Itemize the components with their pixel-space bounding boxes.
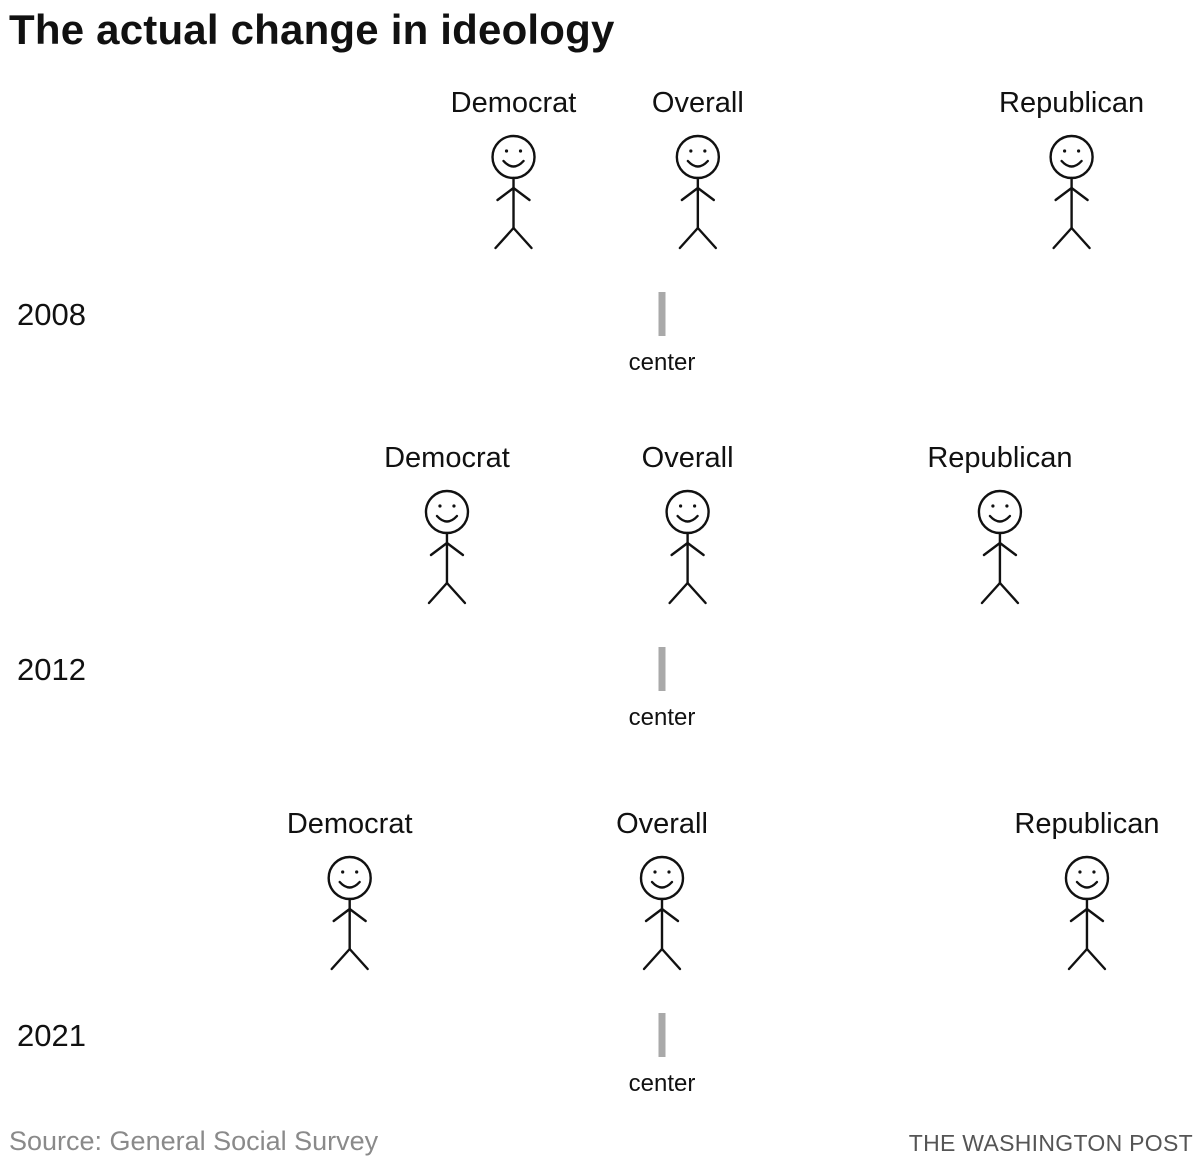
point-label-republican: Republican	[999, 87, 1144, 119]
stick-figure-icon	[665, 489, 710, 605]
source-note: Source: General Social Survey	[9, 1126, 379, 1156]
point-label-democrat: Democrat	[287, 808, 413, 840]
point-republican-2012: Republican	[927, 442, 1072, 605]
point-overall-2008: Overall	[652, 87, 744, 250]
center-label: center	[629, 349, 696, 376]
stick-figure-icon	[491, 134, 536, 250]
stick-figure-icon	[1049, 134, 1094, 250]
stick-figure-icon	[424, 489, 470, 605]
publisher-credit: THE WASHINGTON POST	[908, 1130, 1193, 1156]
year-label: 2012	[17, 652, 86, 687]
point-democrat-2012: Democrat	[384, 442, 510, 605]
point-overall-2021: Overall	[616, 808, 708, 971]
point-republican-2008: Republican	[999, 87, 1144, 250]
center-label: center	[629, 704, 696, 731]
point-label-republican: Republican	[1014, 808, 1159, 840]
year-row-2012: 2012 center Democrat Overall Republican	[17, 442, 1178, 731]
point-democrat-2021: Democrat	[287, 808, 413, 971]
point-democrat-2008: Democrat	[451, 87, 577, 250]
point-label-overall: Overall	[652, 87, 744, 119]
stick-figure-icon	[675, 134, 721, 250]
chart-title: The actual change in ideology	[9, 6, 615, 53]
point-label-democrat: Democrat	[451, 87, 577, 119]
point-label-overall: Overall	[642, 442, 734, 474]
center-label: center	[629, 1070, 696, 1097]
stick-figure-icon	[1064, 855, 1110, 971]
stick-figure-icon	[977, 489, 1023, 605]
year-label: 2021	[17, 1018, 86, 1053]
stick-figure-icon	[327, 855, 372, 971]
stick-figure-icon	[639, 855, 685, 971]
year-row-2008: 2008 center Democrat Overall Republican	[17, 87, 1178, 376]
point-republican-2021: Republican	[1014, 808, 1160, 971]
point-label-democrat: Democrat	[384, 442, 510, 474]
point-label-overall: Overall	[616, 808, 708, 840]
point-overall-2012: Overall	[642, 442, 734, 605]
point-label-republican: Republican	[927, 442, 1072, 474]
year-row-2021: 2021 center Democrat Overall Republican	[17, 808, 1178, 1097]
year-label: 2008	[17, 297, 86, 332]
